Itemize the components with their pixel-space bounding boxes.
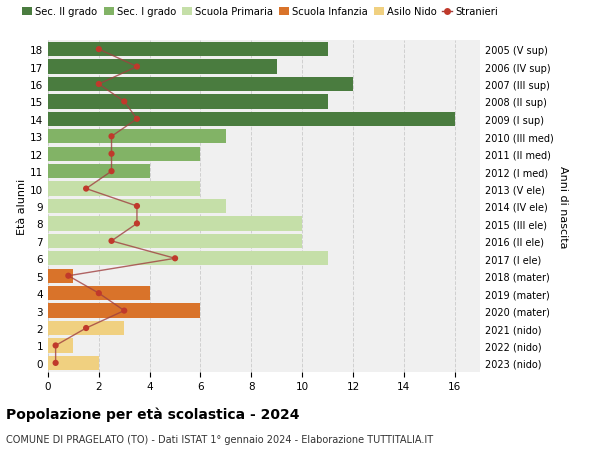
Point <box>132 64 142 71</box>
Bar <box>48 165 149 179</box>
Point <box>107 168 116 175</box>
Bar <box>48 286 149 301</box>
Y-axis label: Età alunni: Età alunni <box>17 179 27 235</box>
Bar <box>48 339 73 353</box>
Bar <box>48 304 200 318</box>
Bar <box>48 252 328 266</box>
Point <box>51 342 61 349</box>
Bar <box>48 182 200 196</box>
Bar <box>48 234 302 248</box>
Point <box>94 81 104 89</box>
Text: COMUNE DI PRAGELATO (TO) - Dati ISTAT 1° gennaio 2024 - Elaborazione TUTTITALIA.: COMUNE DI PRAGELATO (TO) - Dati ISTAT 1°… <box>6 434 433 444</box>
Y-axis label: Anni di nascita: Anni di nascita <box>557 165 568 248</box>
Bar <box>48 78 353 92</box>
Point <box>107 133 116 140</box>
Point <box>107 151 116 158</box>
Text: Popolazione per età scolastica - 2024: Popolazione per età scolastica - 2024 <box>6 406 299 421</box>
Point <box>119 99 129 106</box>
Bar <box>48 147 200 162</box>
Point <box>94 290 104 297</box>
Point <box>64 273 73 280</box>
Bar <box>48 217 302 231</box>
Bar <box>48 321 124 336</box>
Bar <box>48 269 73 283</box>
Point <box>170 255 180 263</box>
Point <box>119 307 129 314</box>
Point <box>132 116 142 123</box>
Point <box>132 220 142 228</box>
Bar <box>48 60 277 74</box>
Legend: Sec. II grado, Sec. I grado, Scuola Primaria, Scuola Infanzia, Asilo Nido, Stran: Sec. II grado, Sec. I grado, Scuola Prim… <box>19 3 502 21</box>
Bar <box>48 356 99 370</box>
Bar <box>48 112 455 127</box>
Point <box>82 325 91 332</box>
Bar <box>48 199 226 214</box>
Point <box>51 359 61 367</box>
Bar <box>48 95 328 109</box>
Point <box>132 203 142 210</box>
Point <box>107 238 116 245</box>
Bar <box>48 130 226 144</box>
Bar <box>48 43 328 57</box>
Point <box>82 185 91 193</box>
Point <box>94 46 104 54</box>
